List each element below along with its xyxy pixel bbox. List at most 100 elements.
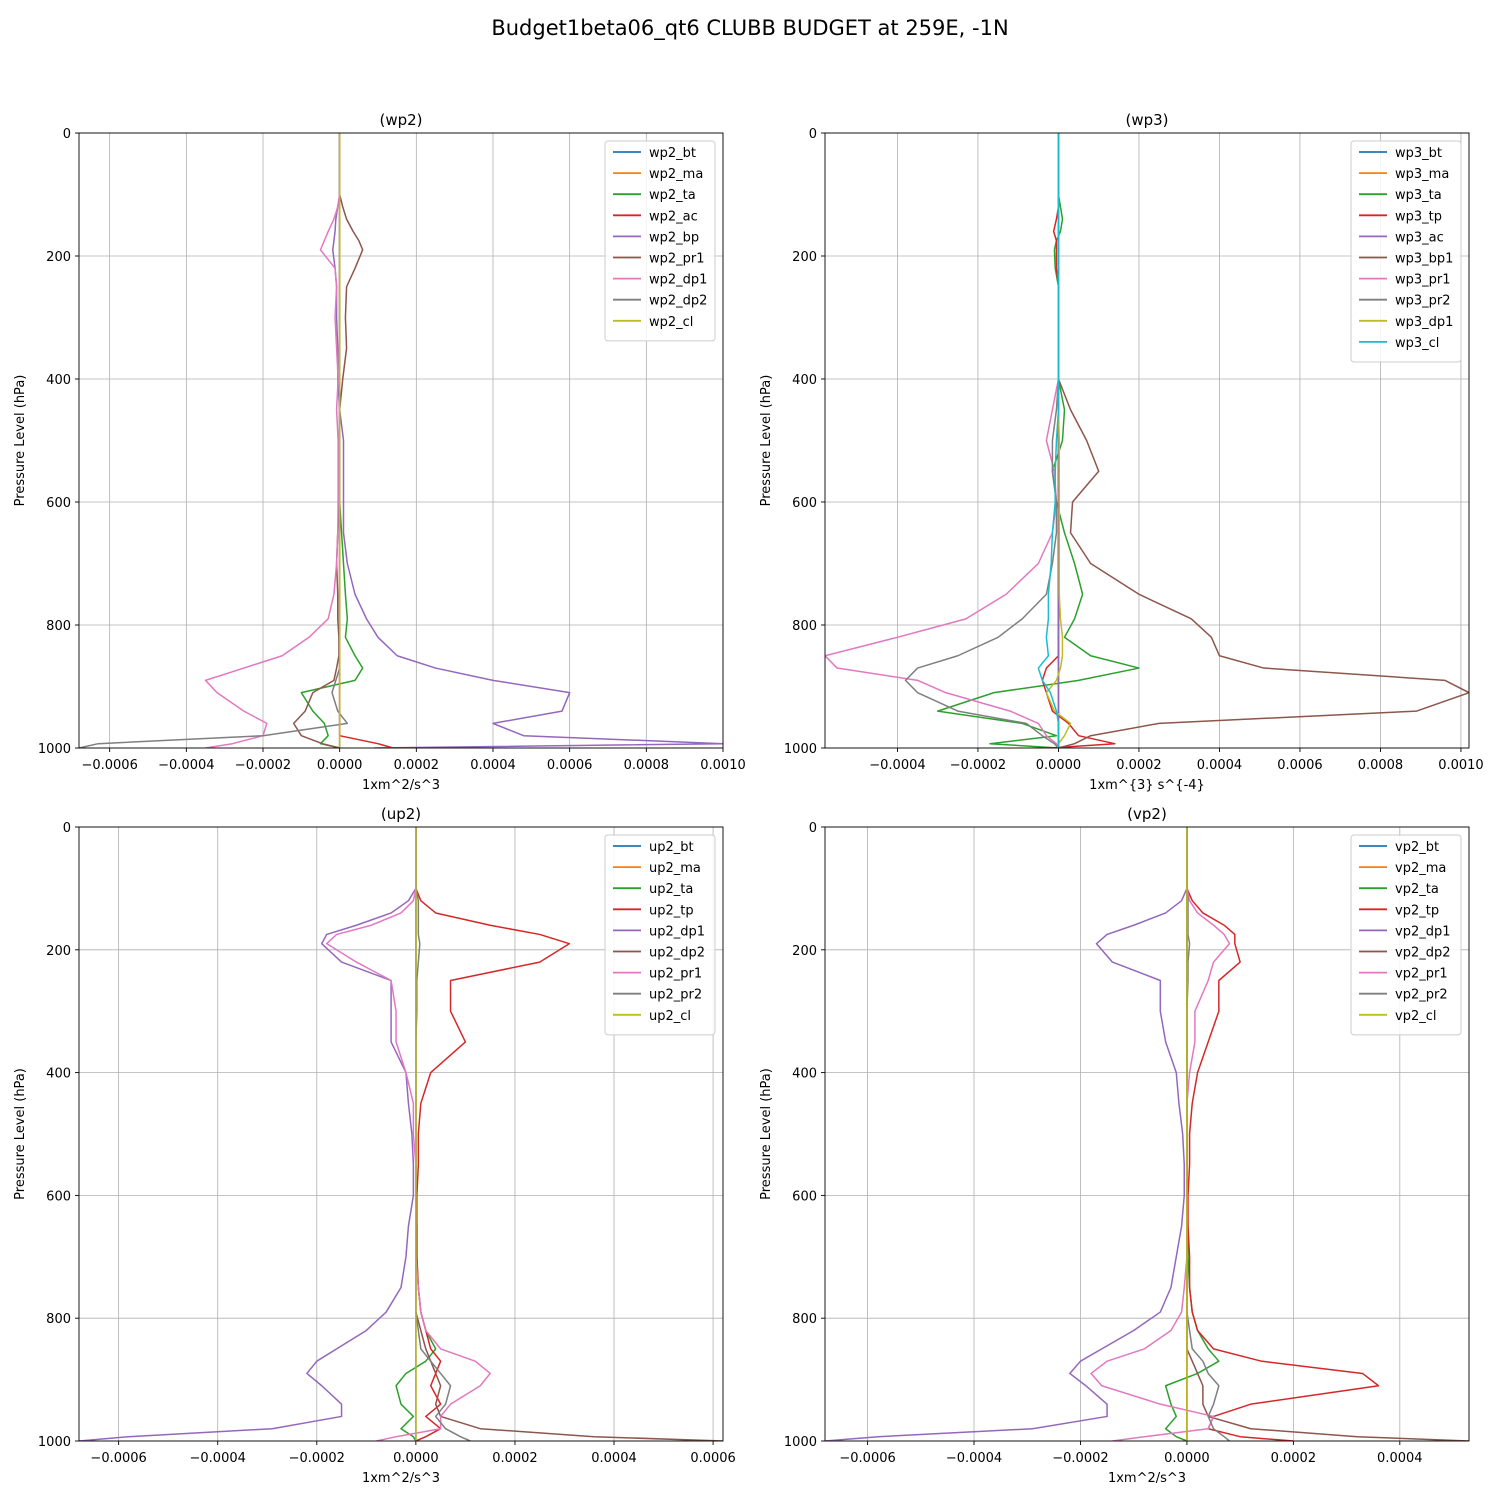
legend-label-up2_ta: up2_ta [649,882,693,897]
x-tick-label: 0.0006 [1277,758,1323,773]
legend-label-vp2_bt: vp2_bt [1395,840,1439,855]
legend: up2_bt up2_ma up2_ta up2_tp up2_dp1 up2_dp2up… [604,834,716,1036]
y-tick-label: 1000 [38,1435,71,1450]
series-line-wp3_pr2 [904,133,1060,748]
series-line-wp3_ta [936,133,1140,748]
legend-label-wp2_dp1: wp2_dp1 [649,273,707,288]
series-line-wp2_ac [338,133,394,748]
x-tick-label: 0.0002 [1116,758,1162,773]
x-axis-label: 1xm^2/s^3 [1108,1471,1186,1486]
panel-title: (wp3) [1125,111,1168,129]
y-tick-label: 600 [46,1189,71,1204]
y-tick-label: 200 [792,944,817,959]
series-group [825,133,1469,748]
panel-1: −0.0004 −0.0002 0.0000 0.0002 0.0004 0.0006 0.… [759,111,1484,793]
legend-box [604,140,716,342]
legend-label-wp3_tp: wp3_tp [1395,209,1442,224]
series-line-wp3_pr1 [825,133,1060,748]
panel-title: (vp2) [1127,805,1167,823]
y-tick-label: 0 [63,821,71,836]
y-tick-label: 400 [46,1067,71,1082]
series-group [79,827,723,1441]
y-tick-label: 600 [792,1189,817,1204]
y-tick-label: 600 [46,496,71,511]
x-tick-label: 0.0006 [690,1451,736,1466]
x-tick-label: 0.0000 [317,758,363,773]
legend-label-vp2_ta: vp2_ta [1395,882,1439,897]
legend-label-wp3_ma: wp3_ma [1395,167,1449,182]
legend-label-vp2_dp1: vp2_dp1 [1395,924,1451,939]
x-tick-label: −0.0002 [235,758,291,773]
x-axis-label: 1xm^2/s^3 [362,1471,440,1486]
panel-title: (wp2) [379,111,422,129]
legend-label-vp2_cl: vp2_cl [1395,1009,1436,1024]
y-tick-label: 200 [792,250,817,265]
panel-3: −0.0006 −0.0004 −0.0002 0.0000 0.0002 0.0004 0… [759,805,1470,1486]
legend-label-wp3_ta: wp3_ta [1395,188,1442,203]
series-group [79,133,723,748]
panel-0: −0.0006 −0.0004 −0.0002 0.0000 0.0002 0.0004 0… [13,111,746,793]
series-group [825,827,1469,1441]
legend-label-wp3_ac: wp3_ac [1395,230,1444,245]
legend-label-wp2_cl: wp2_cl [649,315,693,330]
x-tick-label: −0.0006 [81,758,137,773]
y-tick-label: 400 [792,373,817,388]
x-tick-label: −0.0004 [869,758,925,773]
axes-frame [824,132,1470,749]
x-tick-label: −0.0004 [946,1451,1002,1466]
series-line-wp2_ta [300,133,364,748]
legend-label-up2_dp1: up2_dp1 [649,924,705,939]
legend-box [604,834,716,1036]
y-tick-label: 800 [46,619,71,634]
legend-label-up2_bt: up2_bt [649,840,694,855]
legend-label-up2_ma: up2_ma [649,861,701,876]
series-line-up2_tp [415,827,571,1441]
legend-label-vp2_dp2: vp2_dp2 [1395,946,1451,961]
legend-label-up2_pr1: up2_pr1 [649,967,702,982]
legend-label-vp2_pr1: vp2_pr1 [1395,967,1448,982]
axes-frame [824,826,1470,1442]
legend-label-wp3_dp1: wp3_dp1 [1395,315,1453,330]
legend-label-wp3_bt: wp3_bt [1395,146,1442,161]
legend: wp3_bt wp3_ma wp3_ta wp3_tp wp3_ac wp3_bp1 wp3… [1350,140,1462,363]
x-tick-label: 0.0008 [624,758,670,773]
legend-label-wp2_ma: wp2_ma [649,167,703,182]
legend: vp2_bt vp2_ma vp2_ta vp2_tp vp2_dp1 vp2_dp2vp… [1350,834,1462,1036]
y-tick-label: 400 [46,373,71,388]
x-tick-label: −0.0006 [839,1451,895,1466]
series-line-wp2_bp [332,133,723,748]
x-tick-label: 0.0004 [1377,1451,1423,1466]
series-line-wp2_pr1 [292,133,364,748]
x-tick-label: −0.0004 [190,1451,246,1466]
x-tick-label: −0.0002 [1052,1451,1108,1466]
y-tick-label: 0 [809,127,817,142]
x-tick-label: −0.0002 [289,1451,345,1466]
series-line-wp2_dp2 [79,133,349,748]
y-axis-label: Pressure Level (hPa) [13,1068,28,1200]
legend-box [1350,140,1462,363]
legend-label-up2_tp: up2_tp [649,903,694,918]
x-tick-label: 0.0002 [492,1451,538,1466]
series-line-up2_dp1 [79,827,417,1441]
y-tick-label: 400 [792,1067,817,1082]
y-axis-label: Pressure Level (hPa) [13,375,28,507]
legend-label-up2_pr2: up2_pr2 [649,988,702,1003]
legend-label-wp3_bp1: wp3_bp1 [1395,252,1453,267]
legend-box [1350,834,1462,1036]
y-tick-label: 200 [46,250,71,265]
legend-label-wp2_dp2: wp2_dp2 [649,294,707,309]
x-tick-label: −0.0004 [158,758,214,773]
series-line-wp3_tp [1041,133,1116,748]
legend-label-vp2_pr2: vp2_pr2 [1395,988,1448,1003]
legend-label-wp2_ta: wp2_ta [649,188,696,203]
y-tick-label: 1000 [784,1435,817,1450]
x-tick-label: 0.0002 [394,758,440,773]
y-tick-label: 200 [46,944,71,959]
x-tick-label: −0.0002 [950,758,1006,773]
legend-label-wp3_pr1: wp3_pr1 [1395,273,1451,288]
legend-label-wp3_cl: wp3_cl [1395,336,1439,351]
x-tick-label: 0.0004 [1197,758,1243,773]
y-tick-label: 800 [792,1312,817,1327]
legend-label-vp2_ma: vp2_ma [1395,861,1446,876]
panel-2: −0.0006 −0.0004 −0.0002 0.0000 0.0002 0.0004 0… [13,805,736,1486]
